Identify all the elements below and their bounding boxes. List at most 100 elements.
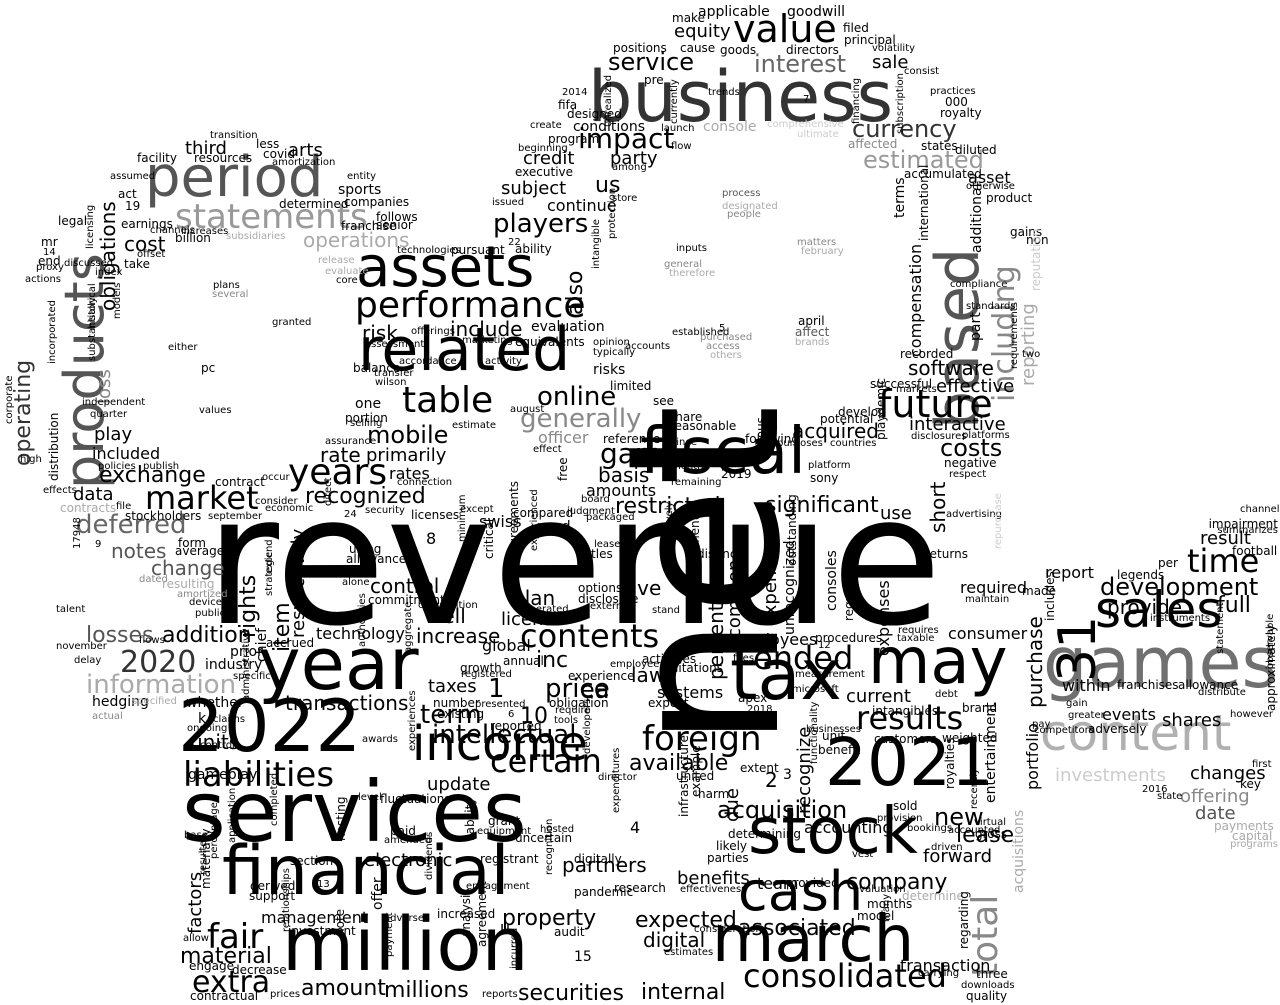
word-direct: direct [323, 477, 334, 506]
word-risks: risks [593, 362, 626, 378]
word-publish: publish [143, 461, 180, 472]
word-growth: growth [460, 661, 502, 675]
word-trends: trends [708, 87, 740, 98]
word-estimates: estimates [664, 947, 714, 958]
word-model: model [857, 909, 895, 923]
word-directors: directors [786, 43, 839, 57]
word-17948: 17948 [72, 517, 83, 549]
word-estimate: estimate [452, 420, 497, 431]
word-wilson: wilson [375, 377, 407, 388]
word-data: data [73, 484, 114, 505]
word-console: console [703, 119, 757, 135]
word-results: results [856, 699, 964, 737]
word-acquisition: acquisition [717, 796, 848, 824]
word-5: 5 [719, 323, 726, 334]
word-hosting: hosting [334, 796, 348, 841]
word-several: several [212, 289, 249, 300]
word-time: time [1187, 542, 1260, 580]
word-increase: increase [416, 624, 501, 648]
word-summarizes: summarizes [1217, 525, 1278, 536]
word-gain: gain [1066, 698, 1088, 709]
word-downloads: downloads [961, 980, 1015, 991]
word-technologies: technologies [397, 245, 461, 256]
word-channels: channels [150, 225, 195, 236]
word-corporate: corporate [4, 375, 15, 424]
word-september: september [208, 511, 263, 522]
word-price: price [545, 674, 610, 704]
word-minimum: minimum [457, 494, 468, 542]
word-markets: markets [896, 384, 937, 395]
word-derived: derived [250, 879, 296, 893]
word-various: various [754, 416, 768, 461]
word-notes: notes [111, 539, 167, 563]
word-2018: 2018 [747, 704, 773, 715]
word-measurement: measurement [795, 669, 865, 680]
word-opinion: opinion [593, 337, 630, 348]
word-game: game [600, 437, 680, 470]
word-units: units [190, 730, 240, 754]
word-agreement: agreement [475, 881, 489, 947]
word-maintain: maintain [965, 594, 1010, 605]
word-judgment: judgment [567, 506, 615, 517]
word-proxy: proxy [36, 262, 64, 273]
word-entertainment: entertainment [983, 701, 999, 803]
word-public: public [195, 608, 226, 619]
word-intangible: intangible [591, 219, 602, 269]
word-quality: quality [966, 989, 1008, 1003]
word-recently: recently [969, 768, 980, 809]
word-purchase: purchase [1023, 616, 1047, 708]
word-senior: senior [376, 218, 413, 232]
word-diluted: diluted [955, 143, 997, 157]
word-royalty: royalty [940, 106, 982, 120]
word-allowances: allowances [346, 552, 413, 566]
word-reported: reported [490, 719, 542, 733]
word-substantially: substantially [87, 297, 98, 361]
word-electronic: electronic [364, 850, 453, 871]
word-policies: policies [98, 461, 136, 472]
word-respectively: respectively [288, 528, 309, 639]
word-licensing: licensing [85, 204, 96, 249]
word-investments: investments [1055, 765, 1167, 786]
word-current: current [846, 686, 911, 707]
word-evaluation: evaluation [853, 884, 906, 895]
word-equipment: equipment [477, 826, 532, 837]
word-portion: portion [345, 411, 388, 425]
word-alone: alone [342, 577, 370, 588]
word-7: 7 [803, 94, 810, 105]
word-carrying: carrying [918, 968, 960, 979]
word-global: global [482, 636, 531, 655]
word-allowance: allowance [1178, 678, 1239, 692]
word-2014: 2014 [562, 87, 588, 98]
word-employees: employees [730, 630, 818, 649]
word-allow: allow [183, 933, 209, 944]
word-existing: existing [437, 707, 485, 721]
word-technology: technology [316, 624, 405, 643]
word-using: using [349, 542, 382, 556]
word-consideration: consideration [694, 924, 762, 935]
word-statements: statements [175, 197, 368, 237]
word-otherwise: otherwise [966, 181, 1015, 192]
word-weighted: weighted [942, 731, 998, 745]
word-section: section [290, 854, 334, 868]
word-march: march [712, 903, 915, 977]
word-cost: cost [124, 232, 166, 256]
word-key: key [1240, 777, 1262, 791]
word-competition: competition [418, 600, 478, 611]
word-remaining: remaining [671, 477, 722, 488]
word-addition: addition [162, 623, 252, 648]
word-expenses: expenses [874, 580, 893, 657]
word-interactive: interactive [909, 414, 1006, 435]
word-act: act [118, 187, 137, 201]
word-partners: partners [562, 853, 647, 877]
word-acquired: acquired [792, 419, 879, 443]
word-offering: offering [1180, 786, 1250, 807]
word-limited: limited [610, 379, 652, 393]
word-extend: extend [264, 539, 275, 574]
word-assets: assets [356, 235, 535, 300]
word-fiscal: fiscal [640, 415, 806, 489]
word-statement: statement [1215, 602, 1226, 654]
word-stockholders: stockholders [125, 509, 202, 523]
word-million: million [282, 902, 529, 988]
word-period: period [145, 145, 324, 210]
word-fifa: fifa [558, 98, 578, 112]
